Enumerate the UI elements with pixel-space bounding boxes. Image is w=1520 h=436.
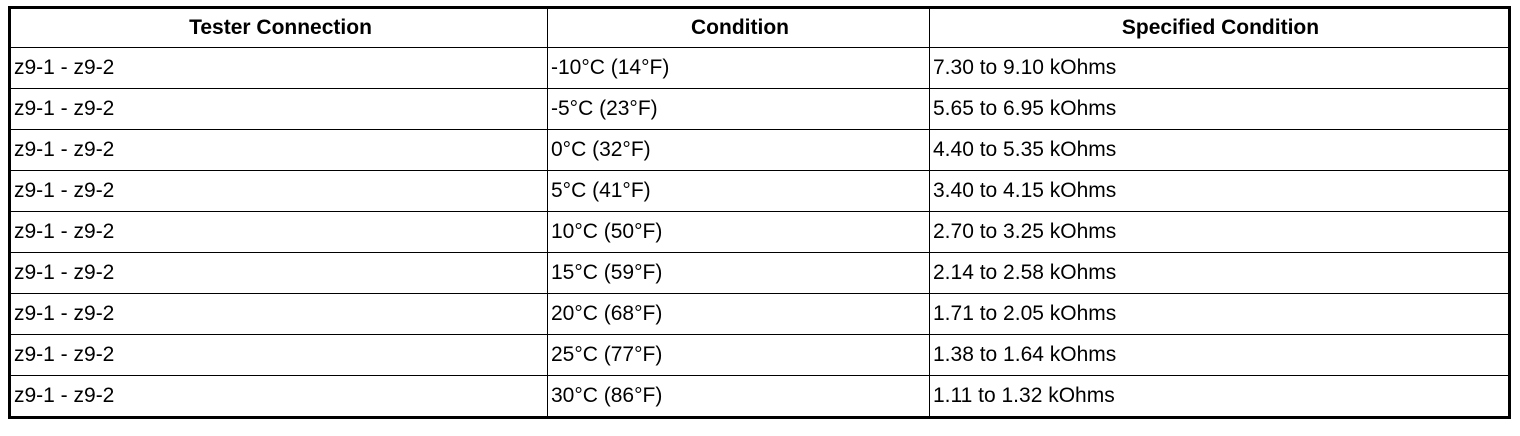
table-row: z9-1 - z9-2 0°C (32°F) 4.40 to 5.35 kOhms <box>9 129 1510 171</box>
table-cell: 1.71 to 2.05 kOhms <box>929 293 1510 335</box>
table-row: z9-1 - z9-2 -10°C (14°F) 7.30 to 9.10 kOhm… <box>9 47 1510 89</box>
header-cell: Tester Connection <box>9 7 548 48</box>
table-cell: z9-1 - z9-2 <box>9 334 548 376</box>
table-cell: 25°C (77°F) <box>547 334 930 376</box>
table-row: z9-1 - z9-2 25°C (77°F) 1.38 to 1.64 kOhms <box>9 334 1510 376</box>
table-cell: z9-1 - z9-2 <box>9 211 548 253</box>
table-row: z9-1 - z9-2 30°C (86°F) 1.11 to 1.32 kOhms <box>9 375 1510 418</box>
table-cell: 10°C (50°F) <box>547 211 930 253</box>
table-cell: -10°C (14°F) <box>547 47 930 89</box>
table-cell: z9-1 - z9-2 <box>9 252 548 294</box>
table-cell: z9-1 - z9-2 <box>9 293 548 335</box>
table-cell: 15°C (59°F) <box>547 252 930 294</box>
table-cell: z9-1 - z9-2 <box>9 88 548 130</box>
table-cell: 5.65 to 6.95 kOhms <box>929 88 1510 130</box>
table-cell: 7.30 to 9.10 kOhms <box>929 47 1510 89</box>
table-cell: 5°C (41°F) <box>547 170 930 212</box>
table-cell: 2.70 to 3.25 kOhms <box>929 211 1510 253</box>
table-cell: 0°C (32°F) <box>547 129 930 171</box>
table-cell: -5°C (23°F) <box>547 88 930 130</box>
header-row: Tester Connection Condition Specified Cond… <box>9 7 1510 48</box>
table-cell: 2.14 to 2.58 kOhms <box>929 252 1510 294</box>
table-row: z9-1 - z9-2 10°C (50°F) 2.70 to 3.25 kOhms <box>9 211 1510 253</box>
table-row: z9-1 - z9-2 15°C (59°F) 2.14 to 2.58 kOhms <box>9 252 1510 294</box>
header-cell: Specified Condition <box>929 7 1510 48</box>
table-cell: z9-1 - z9-2 <box>9 375 548 418</box>
table-cell: 20°C (68°F) <box>547 293 930 335</box>
table-cell: 1.11 to 1.32 kOhms <box>929 375 1510 418</box>
table-cell: 30°C (86°F) <box>547 375 930 418</box>
table-cell: 3.40 to 4.15 kOhms <box>929 170 1510 212</box>
table-row: z9-1 - z9-2 5°C (41°F) 3.40 to 4.15 kOhms <box>9 170 1510 212</box>
table-cell: z9-1 - z9-2 <box>9 170 548 212</box>
table-cell: 1.38 to 1.64 kOhms <box>929 334 1510 376</box>
table-cell: z9-1 - z9-2 <box>9 47 548 89</box>
table-row: z9-1 - z9-2 -5°C (23°F) 5.65 to 6.95 kOhms <box>9 88 1510 130</box>
table-cell: z9-1 - z9-2 <box>9 129 548 171</box>
table-row: z9-1 - z9-2 20°C (68°F) 1.71 to 2.05 kOhms <box>9 293 1510 335</box>
header-cell: Condition <box>547 7 930 48</box>
spec-table: Tester Connection Condition Specified Cond… <box>8 6 1511 419</box>
table-cell: 4.40 to 5.35 kOhms <box>929 129 1510 171</box>
